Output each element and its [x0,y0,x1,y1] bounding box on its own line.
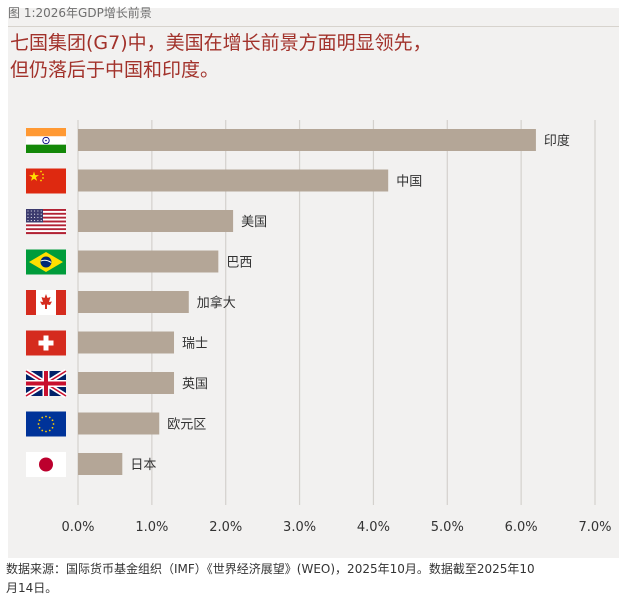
switzerland-flag-icon [26,330,66,356]
chart-title-line-2: 但仍落后于中国和印度。 [10,59,220,81]
x-tick-label: 3.0% [283,520,316,535]
bar-category-label: 巴西 [226,256,252,271]
bar [78,331,175,354]
bar-category-label: 中国 [396,175,422,190]
eu-flag-icon [26,411,66,437]
bar-category-label: 日本 [130,458,156,473]
source-line-2: 月14日。 [6,581,58,595]
bar [78,169,389,192]
india-flag-icon [26,128,66,153]
bar [78,412,160,435]
bar-category-label: 英国 [182,377,208,392]
japan-flag-icon [26,452,66,477]
title-divider [8,26,619,27]
bar-category-label: 加拿大 [197,295,236,311]
x-tick-label: 5.0% [431,520,464,535]
figure-label: 图 1:2026年GDP增长前景 [8,6,152,20]
bar-category-label: 瑞士 [182,337,208,352]
chart-title-line-1: 七国集团(G7)中，美国在增长前景方面明显领先， [10,32,432,54]
x-tick-label: 1.0% [135,520,168,535]
x-tick-label: 2.0% [209,520,242,535]
bar [78,372,175,394]
brazil-flag-icon [26,249,66,275]
canada-flag-icon [26,290,66,315]
x-tick-label: 7.0% [578,520,611,535]
bar-category-label: 印度 [544,133,570,149]
x-tick-label: 4.0% [357,520,390,535]
bar-category-label: 欧元区 [167,418,206,433]
usa-flag-icon [26,209,66,235]
bar-category-label: 美国 [241,215,267,230]
bar [78,291,189,313]
x-tick-label: 6.0% [505,520,538,535]
bar [78,210,234,232]
chart-title: 七国集团(G7)中，美国在增长前景方面明显领先， 但仍落后于中国和印度。 [10,30,610,84]
source-line-1: 数据来源：国际货币基金组织（IMF）《世界经济展望》(WEO)，2025年10月… [6,562,535,576]
china-flag-icon [26,168,66,194]
bar [78,250,219,273]
source-note: 数据来源：国际货币基金组织（IMF）《世界经济展望》(WEO)，2025年10月… [6,560,626,598]
uk-flag-icon [24,368,68,399]
bar [78,129,536,151]
bar [78,453,123,475]
x-tick-label: 0.0% [61,520,94,535]
